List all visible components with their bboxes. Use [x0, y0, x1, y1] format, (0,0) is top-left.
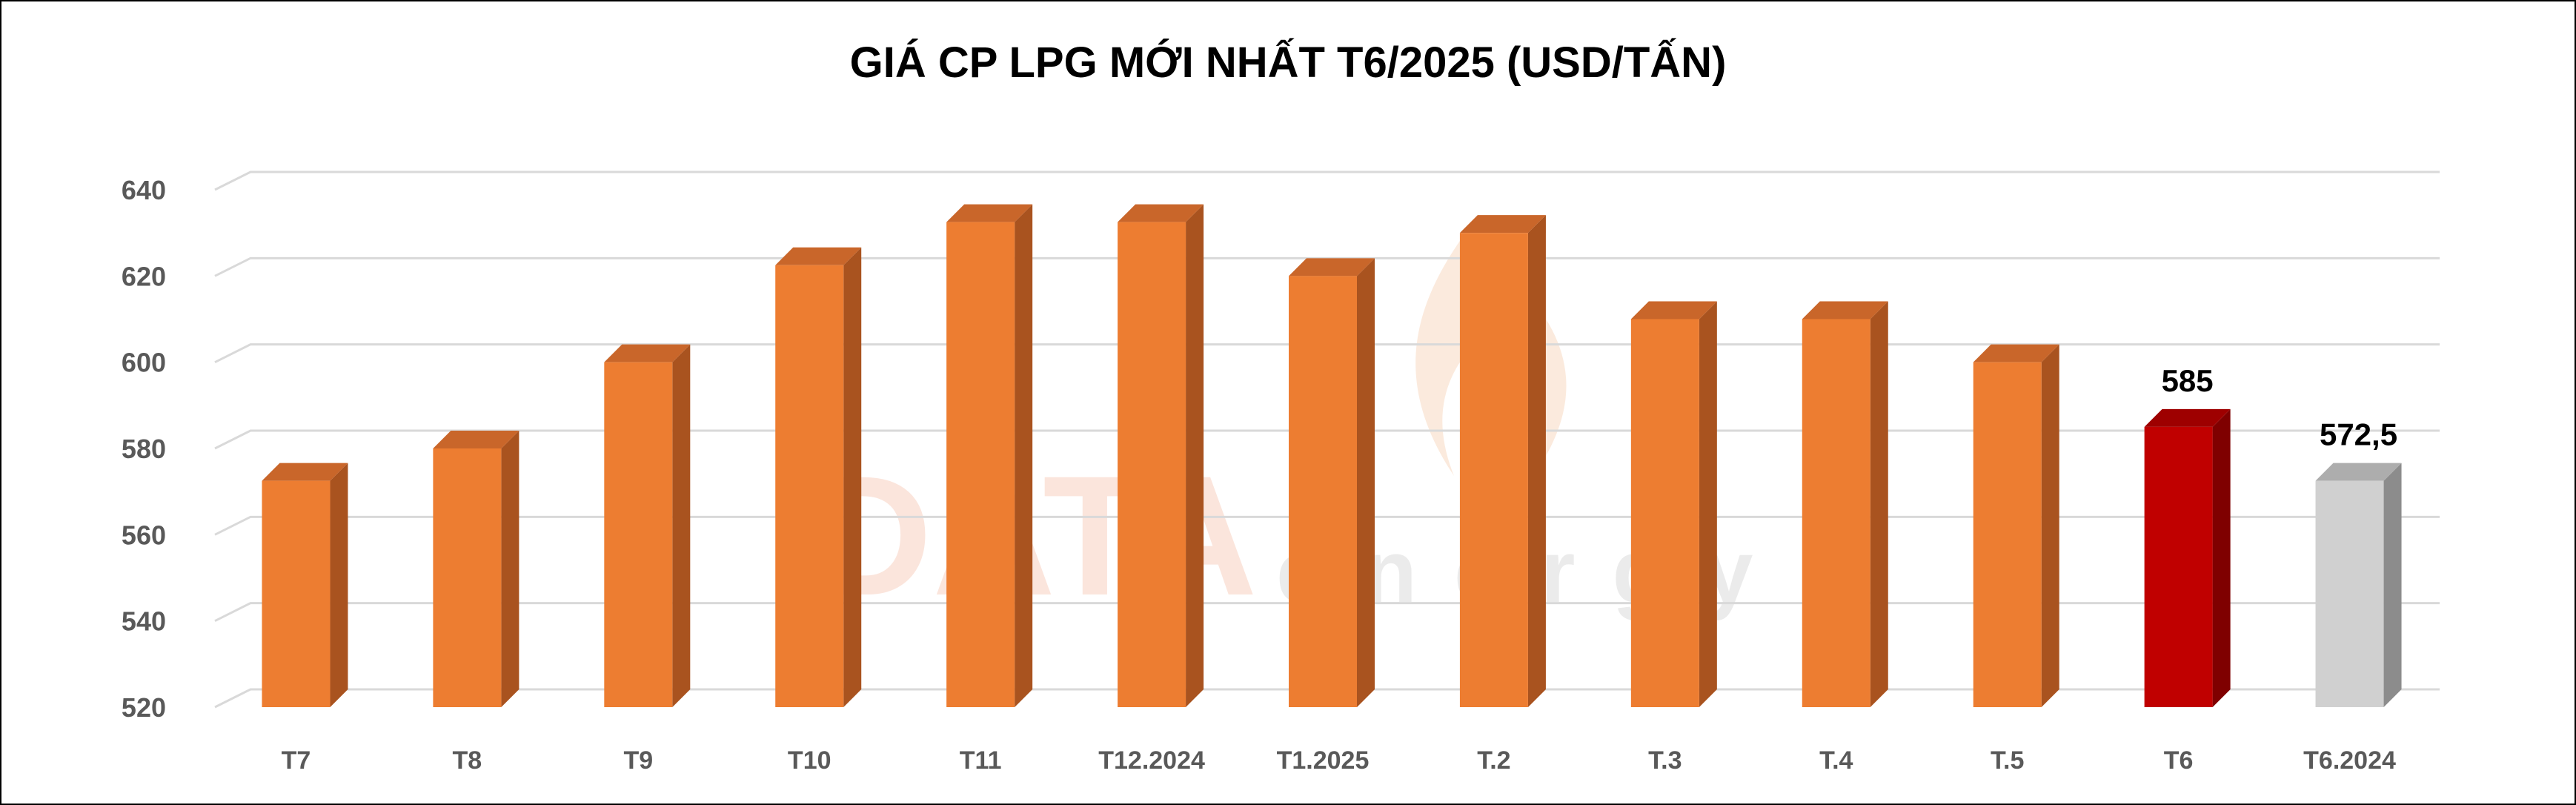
bar-top [262, 463, 348, 481]
x-category-label: T6.2024 [2303, 746, 2396, 775]
x-axis-categories: T7 T8 T9 T10 T11 T12.2024 T1.2025 T.2 T.3 T.4 T.5 T… [282, 746, 2396, 775]
bar-T11 [946, 204, 1033, 707]
data-label: 572,5 [2320, 417, 2397, 452]
bar-top [1630, 301, 1717, 319]
bar-side [1870, 301, 1888, 707]
x-category-label: T7 [282, 746, 311, 775]
y-tick-label: 600 [122, 348, 166, 378]
y-tick-label: 640 [122, 175, 166, 205]
bar-T.3 [1630, 301, 1717, 707]
gridline [214, 256, 2440, 277]
bar-side [1186, 204, 1204, 707]
bar-top [775, 247, 862, 265]
y-tick-label: 540 [122, 606, 166, 637]
bar-T7 [262, 463, 348, 707]
bar-T10 [775, 247, 862, 708]
bar-top [433, 431, 519, 448]
x-category-label: T11 [960, 746, 1002, 775]
x-category-label: T.3 [1648, 746, 1682, 775]
bar-top [1973, 344, 2059, 362]
data-labels: 585 572,5 [2162, 363, 2398, 452]
bar-T8 [433, 431, 519, 707]
bar-side [501, 431, 519, 707]
x-category-label: T6 [2164, 746, 2194, 775]
bar-T9 [604, 344, 691, 707]
bar-top [1802, 301, 1888, 319]
bar-T6 [2144, 408, 2231, 707]
bar-top [604, 344, 691, 362]
bar-T12.2024 [1118, 204, 1204, 707]
gridline [214, 170, 2440, 191]
bar-top [2144, 408, 2231, 427]
bar-side [2383, 463, 2402, 707]
bar-side [330, 463, 348, 707]
bar-front [1973, 362, 2042, 707]
data-label: 585 [2162, 363, 2214, 398]
x-category-label: T.5 [1991, 746, 2024, 775]
y-tick-label: 620 [122, 261, 166, 291]
bar-side [1015, 204, 1033, 707]
bar-top [1459, 215, 1546, 233]
bar-front [1630, 319, 1699, 707]
bar-top [1118, 204, 1204, 222]
x-category-label: T10 [788, 746, 831, 775]
bar-front [1802, 319, 1870, 707]
y-axis-ticks: 520 540 560 580 600 620 640 [122, 175, 166, 723]
bar-side [1527, 215, 1546, 708]
y-tick-label: 520 [122, 692, 166, 723]
bar-T.5 [1973, 344, 2059, 707]
bar-front [433, 448, 502, 707]
bar-side [843, 247, 862, 708]
bar-T6.2024 [2315, 463, 2402, 707]
x-category-label: T.4 [1819, 746, 1853, 775]
x-category-label: T8 [453, 746, 482, 775]
chart-title: GIÁ CP LPG MỚI NHẤT T6/2025 (USD/TẤN) [850, 39, 1727, 87]
bar-front [1118, 222, 1186, 707]
bar-top [1289, 258, 1375, 276]
bar-front [262, 480, 331, 707]
bar-front [1289, 276, 1357, 707]
bar-front [946, 222, 1015, 707]
bar-side [2212, 408, 2231, 707]
bar-side [2041, 344, 2059, 707]
bar-front [2144, 426, 2213, 707]
bar-front [2315, 480, 2384, 707]
bar-T1.2025 [1289, 258, 1375, 707]
bar-T.2 [1459, 215, 1546, 708]
bar-front [604, 362, 673, 707]
bar-side [1357, 258, 1375, 707]
bar-top [2315, 463, 2402, 481]
bar-front [775, 265, 844, 708]
bars [262, 204, 2402, 708]
bar-top [946, 204, 1033, 222]
bar-T.4 [1802, 301, 1888, 707]
y-tick-label: 580 [122, 434, 166, 464]
bar-front [1459, 233, 1528, 708]
x-category-label: T.2 [1477, 746, 1510, 775]
x-category-label: T12.2024 [1098, 746, 1205, 775]
y-tick-label: 560 [122, 520, 166, 550]
bar-side [672, 344, 691, 707]
x-category-label: T1.2025 [1277, 746, 1370, 775]
x-category-label: T9 [623, 746, 653, 775]
bar-side [1699, 301, 1717, 707]
